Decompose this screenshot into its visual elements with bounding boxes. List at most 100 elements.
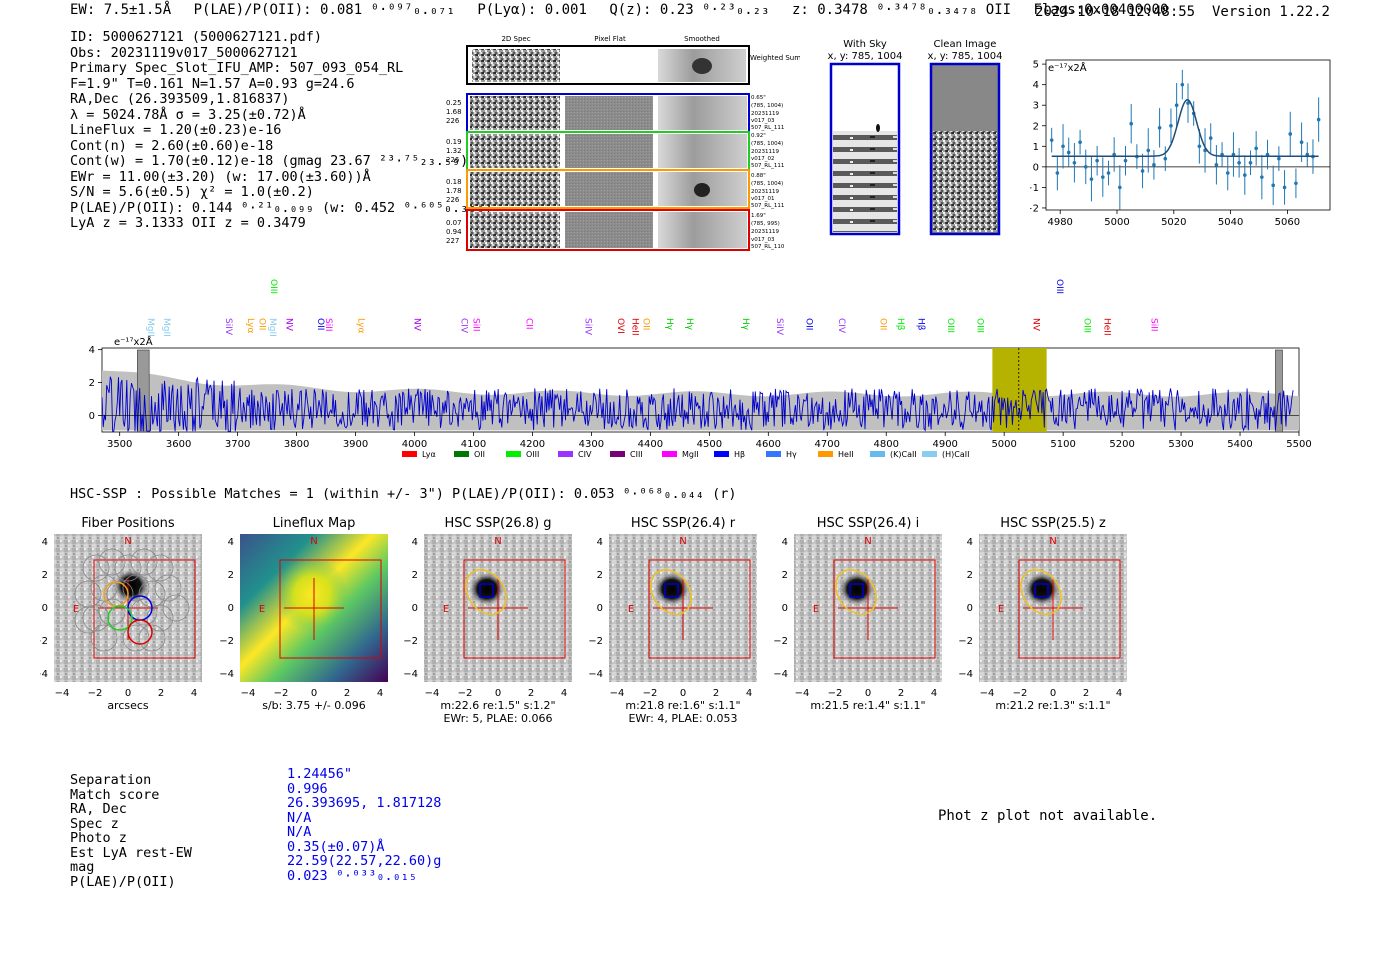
stamp-x-tick: 4 <box>191 688 197 699</box>
north-label: N <box>1049 536 1056 547</box>
stamp-x-tick: 0 <box>680 688 686 699</box>
stamp-y-tick: 2 <box>967 570 973 581</box>
source-box <box>1034 583 1049 598</box>
stamp-x-tick: 2 <box>1083 688 1089 699</box>
stamp-x-tick: −2 <box>1013 688 1028 699</box>
line-label: Lyα <box>245 318 255 334</box>
match-value: 0.35(±0.07)Å <box>287 838 385 855</box>
aperture-box <box>1018 559 1121 659</box>
legend-label: (H)CaII <box>942 450 969 459</box>
data-point <box>1197 144 1202 149</box>
data-point <box>1169 123 1173 128</box>
row-meta: 507_RL_111 <box>751 125 784 131</box>
stamp-x-tick: 2 <box>528 688 534 699</box>
aperture-box <box>648 559 751 659</box>
fiber-circle <box>90 574 118 602</box>
row-meta: v017_02 <box>751 156 775 162</box>
y-tick-label: 5 <box>1033 60 1039 71</box>
line-label: Lyα <box>356 318 366 334</box>
info-line: EWr = 11.00(±3.20) (w: 17.00(±3.60))Å <box>70 168 371 185</box>
stamp-x-tick: 2 <box>344 688 350 699</box>
with-sky-coords: x, y: 785, 1004 <box>828 51 903 62</box>
row-stat: 226 <box>446 117 460 125</box>
weighted-blob <box>692 58 712 74</box>
timestamp: 2024-10-18 12:48:55 <box>1034 4 1196 20</box>
match-value: 1.24456" <box>287 766 353 782</box>
stamp-y-tick: −4 <box>40 669 48 680</box>
match-table-labels: Separation Match score RA, Dec Spec z Ph… <box>70 773 192 889</box>
line-label: SiII <box>323 318 333 332</box>
legend-swatch <box>662 451 677 457</box>
info-line: P(LAE)/P(OII): 0.144 ⁰·²¹₀.₀₉₉ (w: 0.452… <box>70 199 493 216</box>
stamp-x-tick: −2 <box>274 688 289 699</box>
fiber-circle <box>98 598 126 626</box>
data-point <box>1186 101 1190 105</box>
match-label: Match score <box>70 786 160 803</box>
line-label: HeII <box>1101 318 1111 336</box>
east-label: E <box>443 604 449 615</box>
stamp-caption: m:21.2 re:1.3" s:1.1" <box>995 699 1110 712</box>
data-point <box>1163 156 1168 161</box>
stamp-y-tick: 4 <box>597 537 603 548</box>
data-point <box>1294 181 1298 186</box>
row-stat: 226 <box>446 196 460 204</box>
stamp-title: Fiber Positions <box>81 516 174 531</box>
hsc-summary: HSC-SSP : Possible Matches = 1 (within +… <box>70 486 737 502</box>
row-2d <box>470 96 560 130</box>
plae-value: P(LAE)/P(OII): 0.081 ⁰·⁰⁹⁷₀.₀₇₁ <box>193 2 455 18</box>
data-point <box>1123 158 1128 163</box>
stamp-6: HSC SSP(25.5) z N E 4 2 0 −2 −4 −4 −2 0 2 4 m:21.2 re… <box>958 516 1127 712</box>
data-point <box>1243 173 1247 177</box>
data-point <box>1208 136 1213 140</box>
line-label: OIII <box>268 279 278 294</box>
stamp-x-tick: −2 <box>828 688 843 699</box>
data-point <box>1305 152 1310 157</box>
zoom-spectrum-chart: e⁻¹⁷x2Å 4980 5000 5020 5040 5060 −2 −1 0 1 2 3 4 5 <box>1030 59 1331 228</box>
version: Version 1.22.2 <box>1211 4 1330 20</box>
line-label: NV <box>284 318 294 332</box>
y-tick-label: 4 <box>1033 80 1039 91</box>
line-label: OIII <box>975 318 985 333</box>
x-tick-label: 3500 <box>107 439 132 450</box>
line-label: OII <box>640 318 650 330</box>
legend-label: HeII <box>838 450 854 459</box>
stamp-y-tick: −2 <box>958 636 973 647</box>
stamp-x-tick: −2 <box>88 688 103 699</box>
fiber-circle <box>130 548 158 576</box>
legend-swatch <box>922 451 937 457</box>
x-tick-label: 4100 <box>461 439 486 450</box>
x-tick-label: 5060 <box>1275 217 1300 228</box>
stamp-y-tick: −4 <box>403 669 418 680</box>
legend-swatch <box>610 451 625 457</box>
stamp-x-tick: −4 <box>980 688 995 699</box>
data-point <box>1265 152 1270 157</box>
aperture-box <box>833 559 936 659</box>
data-point <box>1248 160 1253 165</box>
stamp-y-tick: 0 <box>967 603 973 614</box>
cutout-panel: 2D Spec Pixel Flat Smoothed Weighted Sum… <box>446 35 800 251</box>
info-line: Obs: 20231119v017_5000627121 <box>70 44 298 61</box>
row-flat <box>565 172 653 206</box>
stamp-title: Lineflux Map <box>273 516 356 531</box>
data-point <box>1316 117 1321 122</box>
data-point <box>1118 185 1122 190</box>
fiber-circle <box>122 624 150 652</box>
ew-value: EW: 7.5±1.5Å <box>70 2 172 18</box>
line-label: Hβ <box>916 318 926 331</box>
line-label: OII <box>804 318 814 330</box>
row-flat <box>565 96 653 130</box>
match-value: 22.59(22.57,22.60)g <box>287 853 442 869</box>
fiber-highlight <box>127 619 153 645</box>
galaxy <box>654 572 690 606</box>
weighted-label: Weighted Sum <box>750 54 800 62</box>
data-point <box>1152 162 1156 167</box>
row-meta: 20231119 <box>751 189 779 195</box>
full-ylabel: e⁻¹⁷x2Å <box>114 335 153 348</box>
line-label: Hβ <box>895 318 905 331</box>
row-meta: 1.69" <box>751 213 766 219</box>
zoom-ylabel: e⁻¹⁷x2Å <box>1048 61 1087 74</box>
fiber-circle <box>98 548 126 576</box>
stamp-title: HSC SSP(25.5) z <box>1000 516 1106 531</box>
data-point <box>1049 138 1054 142</box>
stamp-caption-2: EWr: 5, PLAE: 0.066 <box>443 712 552 723</box>
